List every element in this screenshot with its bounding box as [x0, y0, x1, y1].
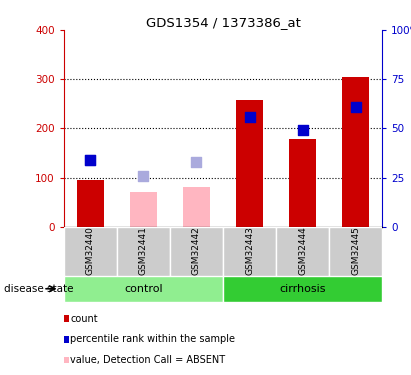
Text: GSM32443: GSM32443 [245, 226, 254, 275]
Point [352, 104, 359, 110]
Bar [236, 100, 263, 227]
Text: disease state: disease state [4, 284, 74, 294]
Text: GSM32440: GSM32440 [86, 226, 95, 275]
Point [87, 157, 94, 163]
Bar [289, 139, 316, 227]
Point [140, 172, 147, 179]
Bar [64, 276, 223, 302]
Bar [130, 192, 157, 227]
Bar [64, 227, 117, 276]
Bar [276, 227, 329, 276]
Text: cirrhosis: cirrhosis [279, 284, 326, 294]
Bar [223, 276, 382, 302]
Point [87, 157, 94, 163]
Text: count: count [70, 314, 98, 324]
Text: control: control [124, 284, 163, 294]
Text: GSM32444: GSM32444 [298, 226, 307, 274]
Text: percentile rank within the sample: percentile rank within the sample [70, 334, 236, 344]
Bar [329, 227, 382, 276]
Title: GDS1354 / 1373386_at: GDS1354 / 1373386_at [145, 16, 300, 29]
Bar [342, 77, 369, 227]
Text: GSM32442: GSM32442 [192, 226, 201, 274]
Bar [183, 186, 210, 227]
Text: GSM32445: GSM32445 [351, 226, 360, 275]
Text: GSM32441: GSM32441 [139, 226, 148, 275]
Text: value, Detection Call = ABSENT: value, Detection Call = ABSENT [70, 355, 226, 365]
Bar [117, 227, 170, 276]
Bar [77, 180, 104, 227]
Point [246, 114, 253, 120]
Bar [77, 180, 104, 227]
Bar [223, 227, 276, 276]
Point [193, 159, 200, 165]
Bar [170, 227, 223, 276]
Point [299, 128, 306, 134]
